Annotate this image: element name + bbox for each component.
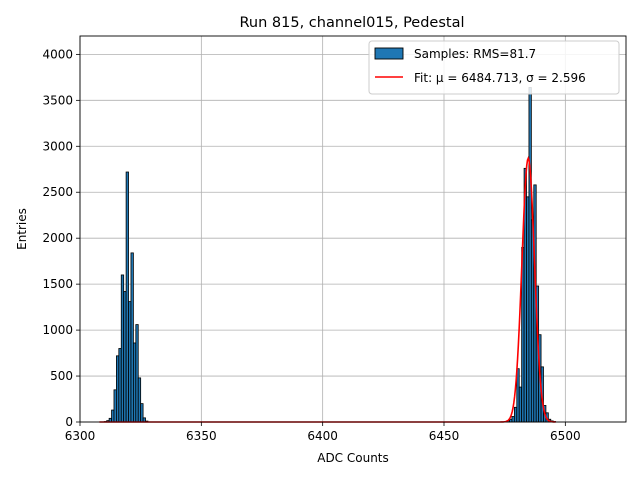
- y-axis-label: Entries: [15, 208, 29, 250]
- y-tick-label: 1500: [42, 277, 73, 291]
- y-tick-label: 2000: [42, 231, 73, 245]
- y-axis-ticks: 0 500 1000 1500 2000 2500 3000 3500 4000: [42, 47, 80, 429]
- y-tick-label: 4000: [42, 47, 73, 61]
- x-tick-label: 6400: [307, 429, 338, 443]
- y-tick-label: 1000: [42, 323, 73, 337]
- legend-box: [368, 40, 620, 95]
- y-tick-label: 3500: [42, 93, 73, 107]
- fit-curve: [99, 156, 556, 423]
- legend: Samples: RMS=81.7 Fit: μ = 6484.713, σ =…: [368, 40, 620, 95]
- x-tick-label: 6500: [550, 429, 581, 443]
- y-tick-label: 2500: [42, 185, 73, 199]
- x-tick-label: 6350: [186, 429, 217, 443]
- x-axis-label: ADC Counts: [317, 451, 389, 465]
- legend-samples-swatch: [374, 47, 404, 60]
- legend-samples-label: Samples: RMS=81.7: [414, 47, 536, 61]
- x-tick-label: 6300: [65, 429, 96, 443]
- plot-frame: [79, 35, 627, 423]
- histogram-bars: [103, 87, 557, 423]
- x-axis-ticks: 6300 6350 6400 6450 6500: [65, 422, 581, 443]
- y-tick-label: 500: [50, 369, 73, 383]
- legend-fit-label: Fit: μ = 6484.713, σ = 2.596: [414, 71, 586, 85]
- y-tick-label: 0: [65, 415, 73, 429]
- chart-title: Run 815, channel015, Pedestal: [239, 15, 464, 31]
- x-tick-label: 6450: [429, 429, 460, 443]
- y-tick-label: 3000: [42, 139, 73, 153]
